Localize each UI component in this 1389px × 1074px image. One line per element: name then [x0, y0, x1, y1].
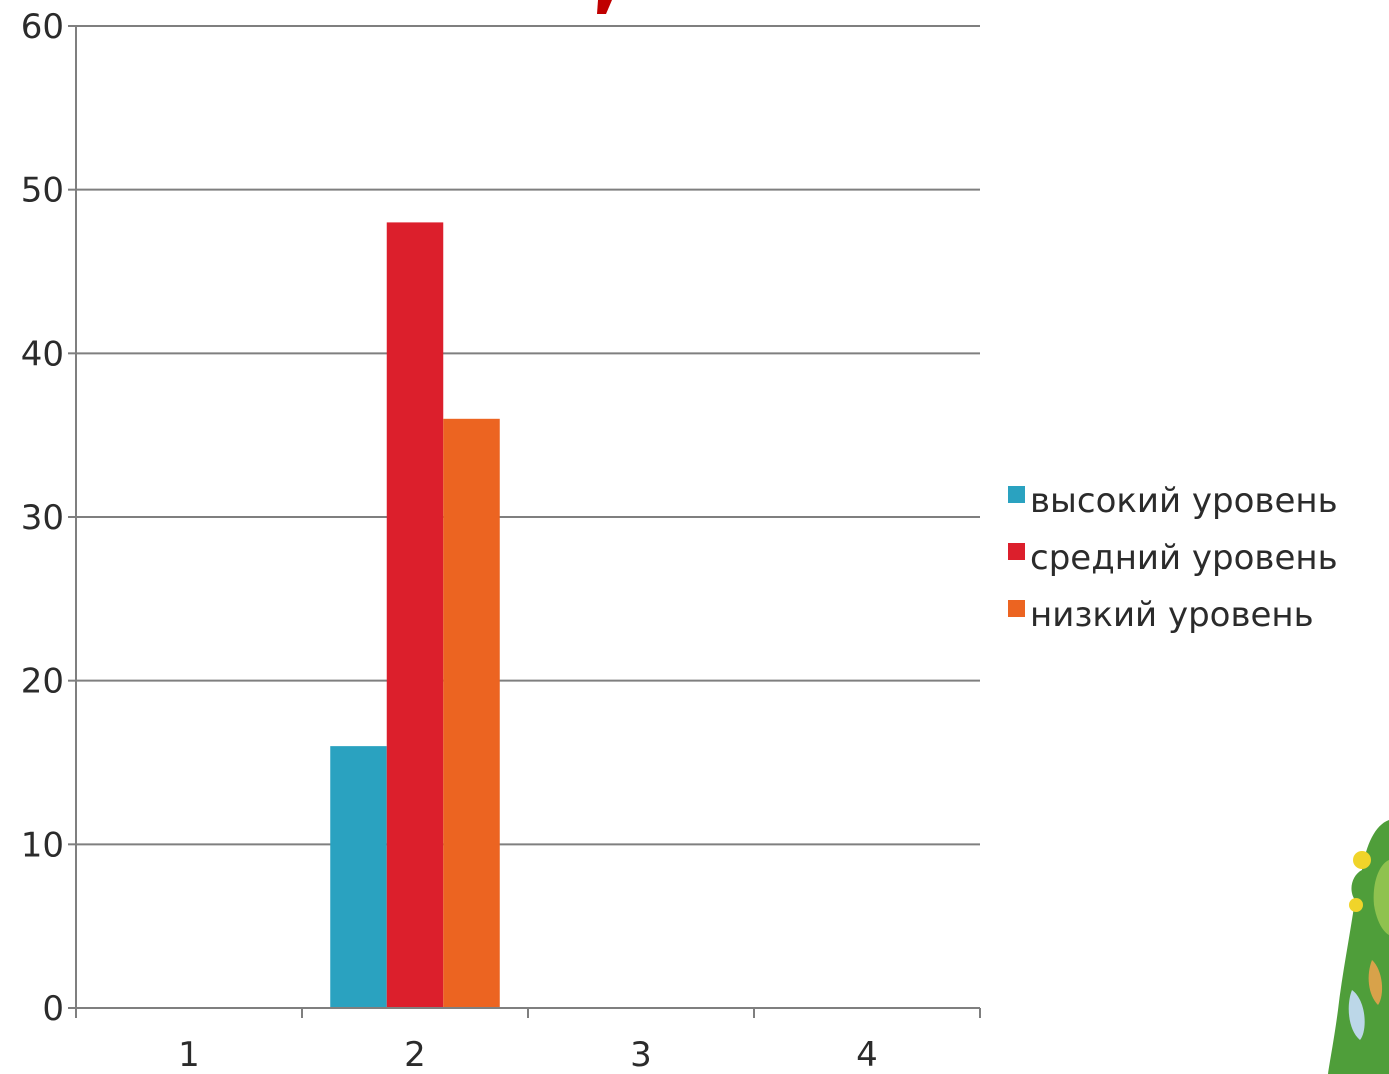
bar: [386, 222, 444, 1008]
legend-label: высокий уровень: [1030, 481, 1338, 521]
legend-swatch: [1008, 543, 1025, 560]
x-tick-labels: 1 2 3 4: [178, 1035, 878, 1074]
bar: [330, 746, 387, 1008]
legend-label: средний уровень: [1030, 538, 1338, 578]
y-tick-label: 30: [21, 498, 64, 538]
y-tick-label: 50: [21, 171, 64, 211]
title-fragment-icon: [597, 0, 612, 14]
legend-swatch: [1008, 600, 1025, 617]
legend-swatch: [1008, 486, 1025, 503]
axes: [75, 26, 981, 1018]
x-tick-label: 2: [404, 1035, 426, 1074]
x-tick-label: 3: [630, 1035, 652, 1074]
y-tick-label: 0: [42, 989, 64, 1029]
y-tick-label: 20: [21, 662, 64, 702]
y-tick-label: 10: [21, 825, 64, 865]
cartoon-figure-icon: [1328, 820, 1389, 1074]
y-tick-label: 40: [21, 334, 64, 374]
y-tick-labels: 0 10 20 30 40 50 60: [21, 7, 64, 1029]
gridlines: [68, 25, 980, 1009]
legend: высокий уровень средний уровень низкий уро…: [1008, 481, 1338, 635]
x-tick-label: 1: [178, 1035, 200, 1074]
bars: [330, 222, 500, 1008]
y-tick-label: 60: [21, 7, 64, 47]
legend-label: низкий уровень: [1030, 595, 1314, 635]
x-tick-label: 4: [856, 1035, 878, 1074]
bar: [443, 418, 500, 1008]
